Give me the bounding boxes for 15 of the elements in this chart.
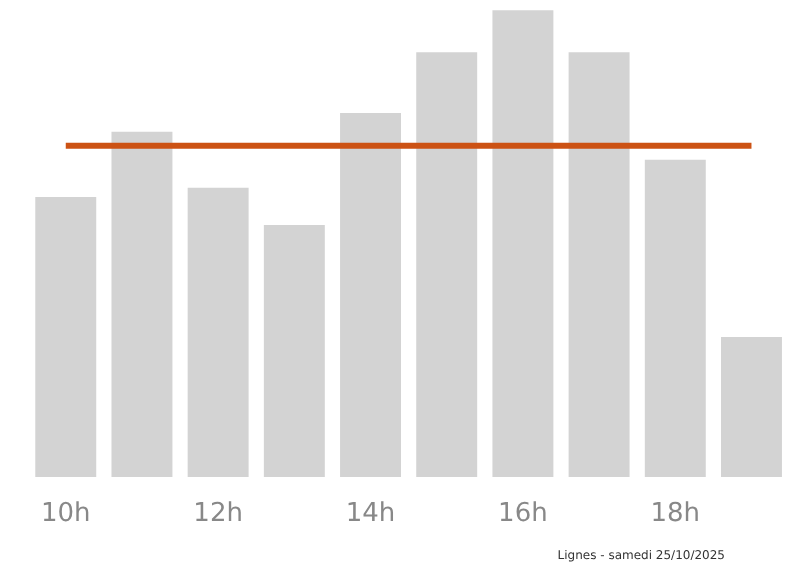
bar — [187, 187, 249, 477]
x-tick-label: 14h — [345, 499, 396, 529]
bar — [568, 52, 630, 477]
x-tick-label: 12h — [193, 499, 243, 529]
x-tick-label: 16h — [498, 499, 548, 529]
bar — [340, 113, 401, 477]
x-tick-label: 18h — [650, 499, 701, 529]
bar — [721, 337, 782, 477]
bar — [35, 197, 97, 477]
x-tick-label: 10h — [40, 499, 91, 529]
bar — [644, 159, 706, 477]
bar — [492, 10, 554, 477]
bar — [416, 52, 478, 477]
bar — [263, 225, 325, 477]
bar — [111, 131, 173, 477]
